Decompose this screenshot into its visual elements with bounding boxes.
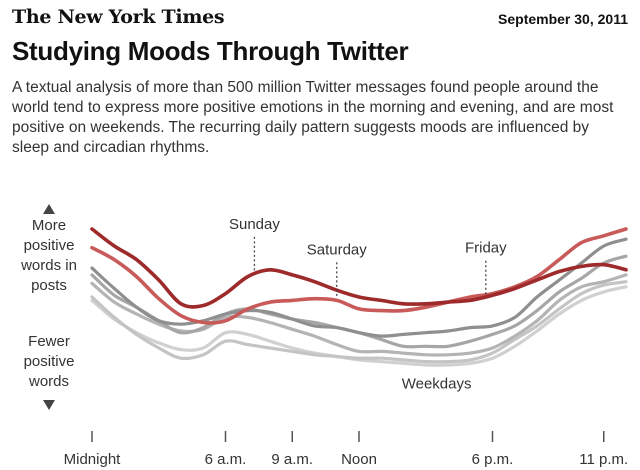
masthead-logo: The New York Times: [12, 6, 225, 28]
annotation-label-sunday: Sunday: [229, 216, 280, 233]
chart-title: Studying Moods Through Twitter: [12, 36, 409, 66]
series-line-weekdays-2: [90, 237, 628, 338]
arrow-up-icon: [43, 204, 55, 214]
x-tick-label-9-a-m: 9 a.m.: [271, 451, 313, 468]
y-axis-labels: More positive words in posts Fewer positive wo…: [20, 204, 77, 410]
x-tick-label-6-p-m: 6 p.m.: [472, 451, 514, 468]
arrow-down-icon: [43, 400, 55, 410]
annotation-label-friday: Friday: [465, 240, 507, 257]
x-tick-label-6-a-m: 6 a.m.: [205, 451, 247, 468]
publication-date: September 30, 2011: [498, 11, 628, 27]
series-line-saturday-1: [90, 227, 628, 325]
series-line-sunday-0: [90, 227, 628, 309]
series-line-weekdays-6: [90, 285, 628, 367]
annotation-layer: Sunday Saturday Friday Weekdays: [229, 216, 507, 393]
annotation-label-saturday: Saturday: [307, 241, 368, 258]
y-label-more-positive: More positive words in posts: [20, 217, 77, 294]
series-line-weekdays-4: [90, 273, 628, 357]
x-tick-label-noon: Noon: [341, 451, 377, 468]
x-axis: Midnight 6 a.m. 9 a.m. Noon 6 p.m. 11 p.m.: [64, 431, 628, 468]
x-tick-label-11-p-m: 11 p.m.: [579, 451, 628, 468]
chart-subtitle: A textual analysis of more than 500 mill…: [12, 79, 614, 156]
annotation-label-weekdays: Weekdays: [402, 375, 472, 392]
y-label-fewer-positive: Fewer positive words: [24, 333, 75, 390]
series-line-weekdays-5: [90, 280, 628, 364]
series-layer: [90, 227, 628, 367]
x-tick-label-midnight: Midnight: [64, 451, 122, 468]
